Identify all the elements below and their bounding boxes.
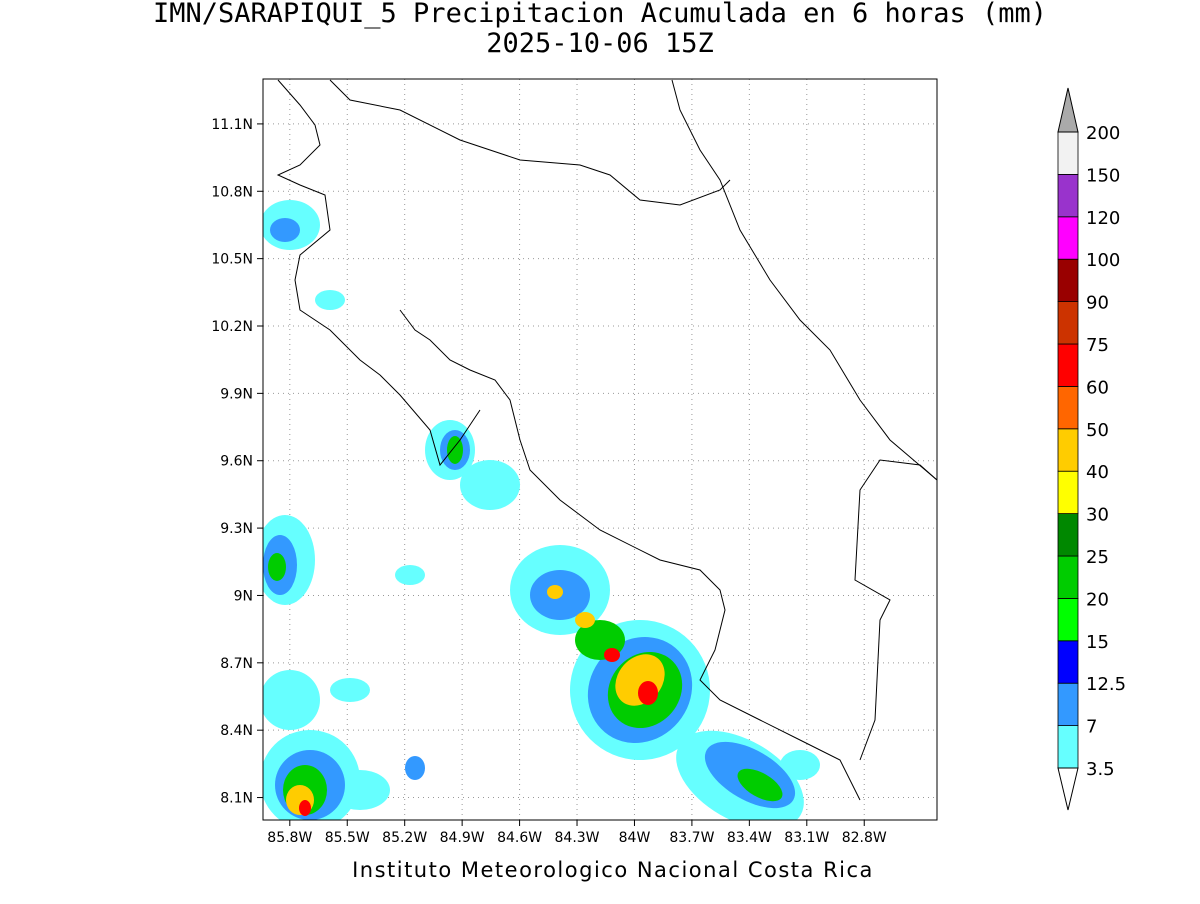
colorbar-segment	[1057, 216, 1079, 260]
colorbar-segment	[1057, 555, 1079, 599]
colorbar-segment	[1057, 301, 1079, 345]
colorbar-label: 90	[1086, 293, 1109, 314]
x-tick-label: 84W	[619, 830, 651, 846]
colorbar-segment	[1057, 343, 1079, 387]
colorbar-label: 12.5	[1086, 674, 1126, 695]
colorbar-label: 30	[1086, 505, 1109, 526]
colorbar-label: 25	[1086, 547, 1109, 568]
colorbar-label: 15	[1086, 632, 1109, 653]
x-tick-label: 85.8W	[267, 830, 312, 846]
title: IMN/SARAPIQUI_5 Precipitacion Acumulada …	[153, 0, 1047, 29]
colorbar-segment	[1057, 470, 1079, 515]
rain-moderate	[263, 218, 796, 820]
caribbean-coast	[671, 79, 937, 481]
precipitation	[263, 200, 820, 820]
colorbar-segment	[1057, 258, 1079, 303]
x-tick-label: 84.6W	[497, 830, 542, 846]
colorbar-segment	[1057, 725, 1079, 769]
x-tick-label: 85.5W	[325, 830, 370, 846]
colorbar-segment	[1057, 513, 1079, 557]
colorbar-segment	[1057, 131, 1079, 175]
map-frame	[262, 78, 938, 821]
y-tick-label: 9.6N	[220, 454, 253, 470]
border	[854, 459, 937, 761]
colorbar-segment	[1057, 173, 1079, 218]
colorbar-segment	[1057, 682, 1079, 727]
x-tick-label: 83.4W	[727, 830, 772, 846]
y-tick-label: 8.7N	[220, 656, 253, 672]
y-tick-label: 9.9N	[220, 386, 253, 402]
colorbar-segment	[1057, 385, 1079, 430]
x-tick-label: 85.2W	[382, 830, 427, 846]
colorbar-segment	[1057, 598, 1079, 642]
y-tick-label: 10.8N	[211, 184, 253, 200]
colorbar-label: 7	[1086, 717, 1097, 738]
colorbar: 3.5 7 12.5 15 20 25 30 40 50 60 75 90 100 120 150 200	[1057, 87, 1126, 811]
x-tick-label: 84.3W	[555, 830, 600, 846]
colorbar-label: 50	[1086, 420, 1109, 441]
x-tick-label: 82.8W	[842, 830, 887, 846]
colorbar-label: 3.5	[1086, 759, 1115, 780]
colorbar-under	[1057, 767, 1079, 811]
nicoya-gulf	[399, 309, 861, 801]
lake-shore	[329, 79, 731, 206]
y-tick-label: 10.2N	[211, 319, 253, 335]
colorbar-label: 40	[1086, 462, 1109, 483]
y-tick-label: 10.5N	[211, 252, 253, 268]
colorbar-segment	[1057, 428, 1079, 472]
x-tick-label: 84.9W	[440, 830, 485, 846]
rain-extreme	[299, 648, 658, 816]
colorbar-label: 60	[1086, 377, 1109, 398]
colorbar-label: 100	[1086, 250, 1120, 271]
colorbar-label: 120	[1086, 208, 1120, 229]
y-tick-label: 11.1N	[211, 117, 253, 133]
colorbar-label: 20	[1086, 589, 1109, 610]
y-tick-label: 8.4N	[220, 723, 253, 739]
colorbar-segment	[1057, 640, 1079, 684]
pacific-coast	[276, 79, 481, 467]
colorbar-over	[1057, 87, 1079, 133]
footer: Instituto Meteorologico Nacional Costa R…	[352, 858, 874, 882]
colorbar-label: 150	[1086, 165, 1120, 186]
y-tick-label: 9.3N	[220, 521, 253, 537]
colorbar-label: 75	[1086, 335, 1109, 356]
x-tick-label: 83.1W	[784, 830, 829, 846]
subtitle: 2025-10-06 15Z	[486, 28, 714, 59]
colorbar-label: 200	[1086, 123, 1120, 144]
coastlines	[276, 79, 937, 801]
x-tick-label: 83.7W	[669, 830, 714, 846]
y-tick-label: 8.1N	[220, 791, 253, 807]
y-tick-label: 9N	[234, 588, 253, 604]
